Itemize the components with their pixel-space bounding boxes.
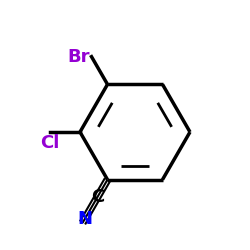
Text: C: C: [91, 188, 104, 206]
Text: Cl: Cl: [40, 134, 60, 152]
Text: Br: Br: [67, 48, 90, 66]
Text: N: N: [77, 210, 92, 228]
